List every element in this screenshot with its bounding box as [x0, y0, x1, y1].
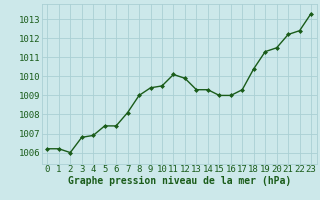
X-axis label: Graphe pression niveau de la mer (hPa): Graphe pression niveau de la mer (hPa): [68, 176, 291, 186]
